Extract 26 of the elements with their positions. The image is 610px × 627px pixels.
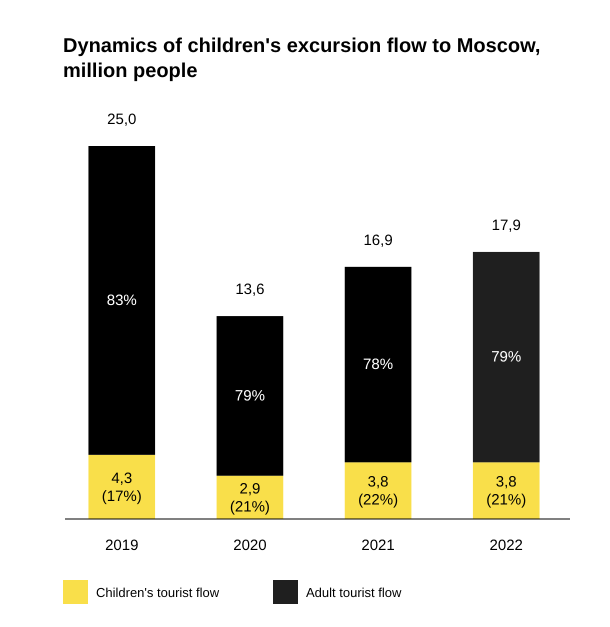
bar [88,146,156,455]
x-tick-label: 2020 [233,537,267,554]
bar [472,252,540,462]
legend-label: Children's tourist flow [96,585,220,600]
annotation: 83% [106,292,137,309]
data-label: 2,9 (21%) [230,480,270,515]
x-tick-label: 2022 [490,537,523,554]
bar [344,266,412,462]
annotation: 78% [363,356,394,374]
data-label: 3,8 (21%) [486,473,526,508]
total-label: 25,0 [107,111,136,128]
annotation: 79% [491,348,522,366]
total-label: 17,9 [492,216,521,234]
bar [344,462,412,519]
x-tick-label: 2021 [361,537,395,554]
bar [216,316,284,476]
total-label: 16,9 [363,232,393,249]
legend-label: Adult tourist flow [306,585,402,600]
annotation: 79% [234,387,265,404]
data-label: 3,8 (22%) [358,473,398,508]
bar [472,462,540,519]
bar [88,454,156,519]
x-tick-label: 2019 [105,537,138,554]
chart-title: Dynamics of children's excursion flow to Moscow, million people [63,35,540,82]
total-label: 13,6 [235,281,265,298]
data-label: 4,3 (17%) [102,469,142,504]
